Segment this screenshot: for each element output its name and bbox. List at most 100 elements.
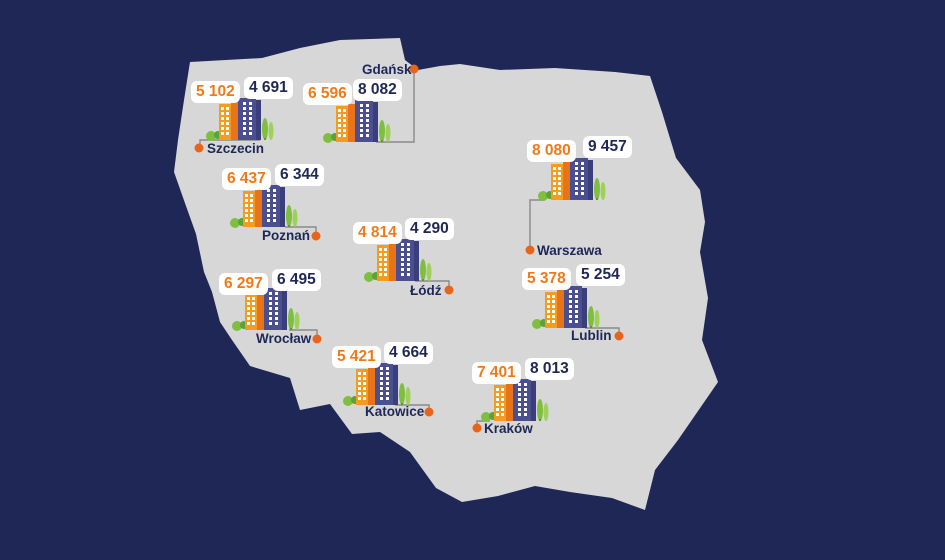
krakow-window	[524, 413, 527, 416]
warszawa-window	[558, 177, 561, 180]
krakow-tree-trunk	[539, 419, 541, 421]
szczecin-window	[226, 132, 229, 135]
lodz-window	[407, 268, 410, 271]
katowice-window	[363, 377, 366, 380]
lodz-window	[384, 248, 387, 251]
szczecin-window	[221, 107, 224, 110]
szczecin-window	[249, 117, 252, 120]
szczecin-window	[226, 112, 229, 115]
gdansk-window	[343, 124, 346, 127]
warszawa-building-navy-side	[588, 160, 593, 200]
katowice-window	[358, 387, 361, 390]
szczecin-tree-icon	[268, 122, 274, 140]
gdansk-window	[343, 119, 346, 122]
lodz-tree-trunk	[422, 279, 424, 281]
szczecin-building-orange-side	[231, 102, 238, 140]
wroclaw-window	[252, 317, 255, 320]
gdansk-building-orange	[336, 106, 348, 142]
wroclaw-window	[252, 307, 255, 310]
lublin-window	[552, 300, 555, 303]
poznan-bush-icon	[230, 218, 240, 228]
gdansk-connector	[376, 70, 415, 143]
wroclaw-window	[275, 317, 278, 320]
gdansk-window	[366, 119, 369, 122]
szczecin-buildings-icon	[206, 98, 274, 141]
szczecin-value-navy: 4 691	[244, 77, 293, 99]
lodz-window	[407, 248, 410, 251]
warszawa-window	[558, 182, 561, 185]
gdansk-window	[338, 114, 341, 117]
wroclaw-window	[252, 322, 255, 325]
wroclaw-window	[275, 292, 278, 295]
lodz-window	[401, 268, 404, 271]
krakow-window	[518, 388, 521, 391]
lublin-building-navy-side	[582, 288, 587, 328]
warszawa-window	[581, 177, 584, 180]
katowice-location-dot	[424, 407, 434, 417]
szczecin-window	[249, 127, 252, 130]
lublin-window	[547, 320, 550, 323]
poznan-window	[267, 189, 270, 192]
lublin-value-navy: 5 254	[576, 264, 625, 286]
lublin-tree-icon	[594, 310, 600, 328]
poznan-window	[245, 199, 248, 202]
warszawa-buildings-icon	[538, 158, 606, 201]
szczecin-window	[243, 117, 246, 120]
katowice-window	[386, 387, 389, 390]
poznan-building-navy	[262, 185, 280, 227]
wroclaw-value-navy: 6 495	[272, 269, 321, 291]
lodz-window	[379, 268, 382, 271]
poznan-window	[273, 204, 276, 207]
wroclaw-value-orange: 6 297	[219, 273, 268, 295]
katowice-window	[358, 397, 361, 400]
katowice-building-orange-side	[368, 367, 375, 405]
lublin-window	[575, 315, 578, 318]
warszawa-city-name: Warszawa	[537, 243, 602, 258]
warszawa-window	[575, 182, 578, 185]
szczecin-window	[221, 132, 224, 135]
lodz-window	[407, 243, 410, 246]
wroclaw-city-name: Wrocław	[256, 331, 312, 346]
poznan-window	[250, 194, 253, 197]
poznan-window	[250, 209, 253, 212]
lodz-window	[407, 273, 410, 276]
lublin-window	[575, 305, 578, 308]
lublin-building-navy	[564, 286, 582, 328]
gdansk-window	[366, 124, 369, 127]
katowice-city-name: Katowice	[365, 404, 425, 419]
gdansk-window	[338, 124, 341, 127]
szczecin-window	[243, 132, 246, 135]
warszawa-window	[575, 177, 578, 180]
krakow-window	[501, 398, 504, 401]
lublin-building-orange-side	[557, 290, 564, 328]
szczecin-window	[243, 122, 246, 125]
wroclaw-window	[247, 297, 250, 300]
warszawa-building-navy	[570, 158, 588, 200]
lublin-window	[569, 320, 572, 323]
wroclaw-window	[247, 312, 250, 315]
wroclaw-window	[252, 302, 255, 305]
gdansk-location-dot	[409, 64, 419, 74]
gdansk-window	[338, 109, 341, 112]
gdansk-bush-icon	[323, 133, 333, 143]
szczecin-window	[226, 127, 229, 130]
szczecin-window	[249, 122, 252, 125]
katowice-window	[380, 397, 383, 400]
lodz-tree-icon	[420, 259, 426, 281]
lodz-window	[401, 253, 404, 256]
katowice-tree-trunk	[401, 403, 403, 405]
wroclaw-window	[275, 322, 278, 325]
szczecin-building-orange	[219, 104, 231, 140]
krakow-window	[524, 393, 527, 396]
lublin-window	[569, 305, 572, 308]
gdansk-building-orange-side	[348, 104, 355, 142]
gdansk-window	[360, 119, 363, 122]
poznan-building-orange	[243, 191, 255, 227]
warszawa-window	[575, 187, 578, 190]
lublin-window	[547, 300, 550, 303]
wroclaw-window	[247, 307, 250, 310]
gdansk-window	[360, 129, 363, 132]
warszawa-window	[553, 172, 556, 175]
warszawa-window	[553, 182, 556, 185]
poznan-window	[245, 204, 248, 207]
